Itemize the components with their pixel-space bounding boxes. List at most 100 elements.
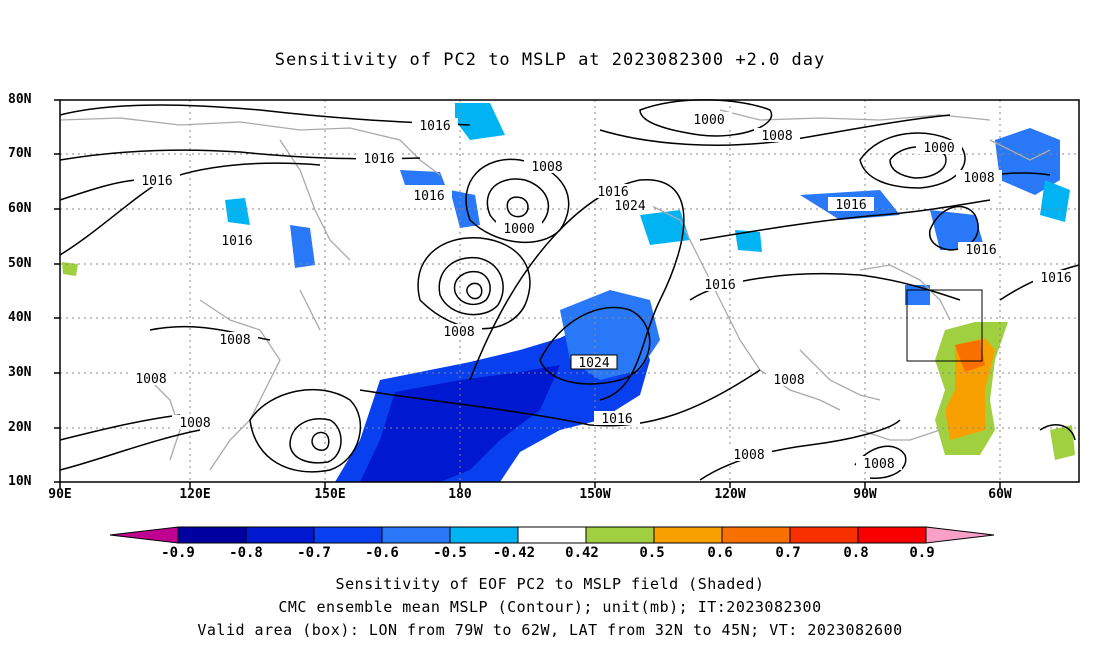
lat-label-40n: 40N — [8, 310, 32, 325]
colorbar-swatch — [517, 526, 587, 544]
valid-area-box — [906, 289, 983, 362]
axis-ticks — [54, 99, 1001, 488]
lon-label-90w: 90W — [853, 487, 877, 502]
contour-label-1016: 1016 — [590, 184, 636, 200]
svg-text:1008: 1008 — [733, 448, 764, 463]
lon-label-90e: 90E — [48, 487, 72, 502]
contour-label-1008: 1008 — [766, 372, 812, 388]
colorbar-label: 0.7 — [775, 545, 801, 561]
colorbar-label: -0.6 — [365, 545, 399, 561]
svg-text:1024: 1024 — [614, 199, 645, 214]
svg-text:1008: 1008 — [761, 129, 792, 144]
lon-label-180: 180 — [448, 487, 472, 502]
svg-text:1016: 1016 — [363, 152, 394, 167]
lon-label-120w: 120W — [714, 487, 746, 502]
contour-label-1016: 1016 — [134, 173, 180, 189]
contour-label-1008: 1008 — [726, 447, 772, 463]
colorbar-label: -0.9 — [161, 545, 195, 561]
contour-label-1008: 1008 — [128, 371, 174, 387]
svg-text:1000: 1000 — [503, 222, 534, 237]
svg-text:1016: 1016 — [601, 412, 632, 427]
lat-label-20n: 20N — [8, 420, 32, 435]
caption-line-2: CMC ensemble mean MSLP (Contour); unit(m… — [278, 598, 822, 616]
contour-label-1016: 1016 — [697, 277, 743, 293]
colorbar-swatch — [449, 526, 519, 544]
colorbar-swatch — [721, 526, 791, 544]
colorbar-label: -0.5 — [433, 545, 467, 561]
lat-label-10n: 10N — [8, 474, 32, 489]
contour-label-1024: 1024 — [570, 354, 618, 371]
contour-label-1016: 1016 — [1033, 270, 1079, 286]
contour-label-1008: 1008 — [956, 170, 1002, 186]
colorbar-swatch — [857, 526, 927, 544]
contour-label-1008: 1008 — [524, 159, 570, 175]
colorbar-swatch — [653, 526, 723, 544]
svg-text:1016: 1016 — [835, 198, 866, 213]
colorbar-label: -0.7 — [297, 545, 331, 561]
contour-labels: 1016 1016 1016 1016 1016 1016 1016 1016 … — [0, 0, 1079, 472]
lon-label-60w: 60W — [988, 487, 1012, 502]
svg-text:1008: 1008 — [135, 372, 166, 387]
svg-text:1008: 1008 — [179, 416, 210, 431]
svg-text:1000: 1000 — [923, 141, 954, 156]
contour-label-1008: 1008 — [436, 324, 482, 340]
contour-label-1000: 1000 — [496, 221, 542, 237]
colorbar-label: -0.8 — [229, 545, 263, 561]
caption-line-3: Valid area (box): LON from 79W to 62W, L… — [197, 621, 903, 639]
map-frame — [59, 99, 1080, 483]
lat-label-30n: 30N — [8, 365, 32, 380]
chart-title: Sensitivity of PC2 to MSLP at 2023082300… — [274, 50, 826, 70]
colorbar-swatch — [245, 526, 315, 544]
lat-label-70n: 70N — [8, 146, 32, 161]
colorbar-label: 0.5 — [639, 545, 665, 561]
colorbar-label: 0.42 — [565, 545, 599, 561]
contour-label-1000: 1000 — [686, 112, 732, 128]
colorbar-swatch — [381, 526, 451, 544]
contour-label-1024: 1024 — [607, 198, 653, 214]
colorbar-label: 0.9 — [909, 545, 935, 561]
contour-label-1008: 1008 — [172, 415, 218, 431]
lon-label-120e: 120E — [179, 487, 211, 502]
contour-label-1016: 1016 — [412, 118, 458, 134]
caption-line-1: Sensitivity of EOF PC2 to MSLP field (Sh… — [335, 575, 765, 593]
mslp-contours — [59, 99, 1080, 481]
colorbar-label: -0.42 — [492, 545, 536, 561]
lon-label-150w: 150W — [579, 487, 611, 502]
contour-label-1016: 1016 — [594, 411, 640, 427]
colorbar-swatch — [585, 526, 655, 544]
contour-label-1016: 1016 — [356, 151, 402, 167]
contour-label-1008: 1008 — [754, 128, 800, 144]
svg-text:1016: 1016 — [1040, 271, 1071, 286]
contour-label-1016: 1016 — [406, 188, 452, 204]
colorbar-swatch — [177, 526, 247, 544]
contour-label-1016: 1016 — [958, 242, 1004, 258]
lat-label-80n: 80N — [8, 92, 32, 107]
contour-label-1008: 1008 — [0, 0, 16, 4]
contour-label-1016: 1016 — [0, 0, 16, 4]
colorbar-label: 0.8 — [843, 545, 869, 561]
colorbar-swatch — [789, 526, 859, 544]
contour-label-1008: 1008 — [856, 456, 902, 472]
lat-label-60n: 60N — [8, 201, 32, 216]
lon-label-150e: 150E — [314, 487, 346, 502]
svg-text:1016: 1016 — [965, 243, 996, 258]
svg-text:1016: 1016 — [221, 234, 252, 249]
svg-text:1008: 1008 — [863, 457, 894, 472]
svg-text:1016: 1016 — [597, 185, 628, 200]
lat-label-50n: 50N — [8, 256, 32, 271]
svg-text:1016: 1016 — [413, 189, 444, 204]
svg-text:1016: 1016 — [419, 119, 450, 134]
svg-text:1008: 1008 — [773, 373, 804, 388]
colorbar — [109, 526, 995, 544]
colorbar-label: 0.6 — [707, 545, 733, 561]
svg-text:1016: 1016 — [141, 174, 172, 189]
svg-text:1008: 1008 — [443, 325, 474, 340]
contour-label-1008: 1008 — [212, 332, 258, 348]
colorbar-left-arrow — [109, 526, 179, 544]
svg-text:1008: 1008 — [963, 171, 994, 186]
colorbar-right-arrow — [925, 526, 995, 544]
svg-text:1024: 1024 — [578, 356, 609, 371]
positive-sensitivity-shading — [62, 262, 1075, 460]
svg-text:1008: 1008 — [531, 160, 562, 175]
